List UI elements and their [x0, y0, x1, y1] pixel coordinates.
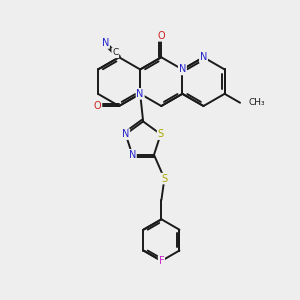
Text: N: N: [122, 129, 129, 139]
Text: S: S: [161, 174, 167, 184]
Text: C: C: [112, 48, 119, 57]
Text: O: O: [94, 101, 101, 111]
Text: N: N: [102, 38, 109, 48]
Text: F: F: [159, 256, 164, 266]
Text: CH₃: CH₃: [248, 98, 265, 107]
Text: N: N: [200, 52, 207, 62]
Text: N: N: [179, 64, 186, 74]
Text: N: N: [136, 89, 144, 99]
Text: O: O: [158, 31, 165, 41]
Text: S: S: [158, 129, 164, 139]
Text: N: N: [129, 150, 136, 160]
